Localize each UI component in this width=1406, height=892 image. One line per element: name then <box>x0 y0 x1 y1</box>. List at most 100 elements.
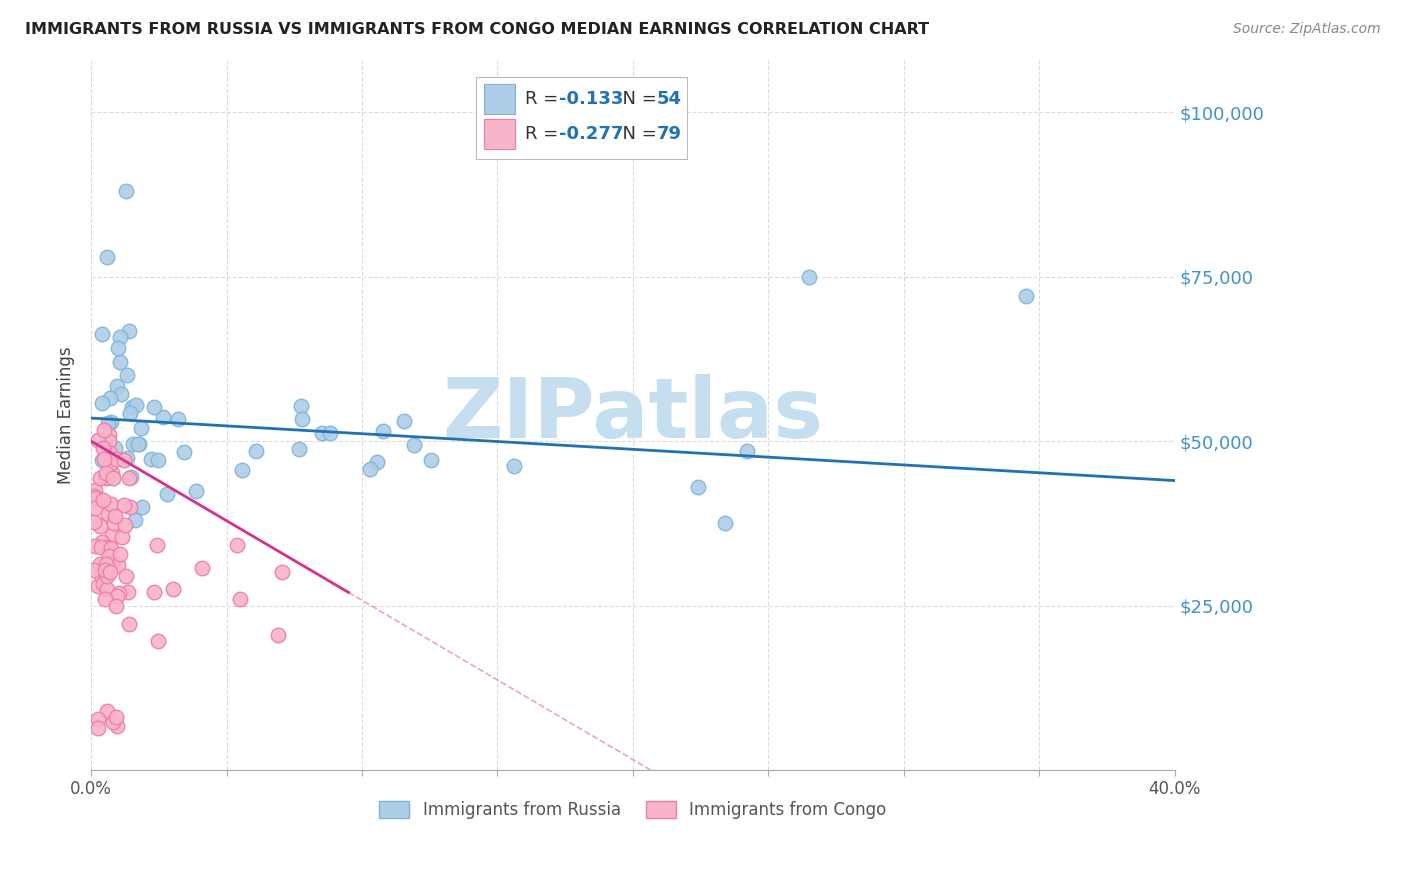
Text: IMMIGRANTS FROM RUSSIA VS IMMIGRANTS FROM CONGO MEDIAN EARNINGS CORRELATION CHAR: IMMIGRANTS FROM RUSSIA VS IMMIGRANTS FRO… <box>25 22 929 37</box>
Point <box>122 437 145 451</box>
Text: Source: ZipAtlas.com: Source: ZipAtlas.com <box>1233 22 1381 37</box>
Point <box>107 558 129 572</box>
Point <box>100 497 122 511</box>
Point <box>90 568 112 582</box>
Point <box>96 467 118 481</box>
Text: ZIPatlas: ZIPatlas <box>443 375 824 455</box>
Point <box>162 582 184 596</box>
Point <box>93 591 115 606</box>
Point <box>107 586 129 600</box>
Text: N =: N = <box>612 125 662 144</box>
Point <box>96 250 118 264</box>
Point <box>270 565 292 579</box>
Point <box>404 437 426 451</box>
Point <box>96 569 118 583</box>
Point <box>118 616 141 631</box>
Point <box>152 410 174 425</box>
Point <box>83 563 105 577</box>
Point <box>94 563 117 577</box>
Point <box>359 461 381 475</box>
Point <box>94 540 117 554</box>
Point <box>93 452 115 467</box>
Point <box>373 424 395 438</box>
Point <box>90 540 112 554</box>
Point <box>226 538 249 552</box>
Point <box>87 433 110 447</box>
Point <box>89 557 111 571</box>
Point <box>104 599 127 613</box>
Point <box>103 516 125 530</box>
Point <box>89 471 111 485</box>
Point <box>124 513 146 527</box>
Point <box>91 396 114 410</box>
Point <box>101 527 124 541</box>
Point <box>167 412 190 426</box>
Point <box>110 387 132 401</box>
Point <box>83 515 105 529</box>
Point <box>114 518 136 533</box>
Point <box>713 516 735 531</box>
Point <box>127 437 149 451</box>
Point <box>125 398 148 412</box>
Point <box>319 425 342 440</box>
Point <box>96 507 118 521</box>
Text: N =: N = <box>612 90 662 108</box>
Point <box>191 561 214 575</box>
Point <box>97 428 120 442</box>
Point <box>98 540 121 554</box>
Point <box>105 378 128 392</box>
Point <box>94 557 117 571</box>
Point <box>97 556 120 570</box>
Point <box>96 582 118 596</box>
Point <box>267 628 290 642</box>
Point <box>141 451 163 466</box>
Point <box>229 591 252 606</box>
Point <box>394 414 416 428</box>
Point <box>84 483 107 498</box>
Point <box>291 412 314 426</box>
Point <box>104 452 127 467</box>
Point <box>115 184 138 198</box>
Point <box>98 565 121 579</box>
FancyBboxPatch shape <box>475 78 688 159</box>
Bar <box>485 84 515 113</box>
Point <box>120 406 142 420</box>
Point <box>96 470 118 484</box>
Point <box>91 577 114 591</box>
Point <box>366 455 388 469</box>
Point <box>100 541 122 556</box>
Point <box>118 471 141 485</box>
Point <box>112 498 135 512</box>
Point <box>103 715 125 730</box>
Point <box>91 535 114 549</box>
Point <box>121 400 143 414</box>
Point <box>419 452 441 467</box>
Point <box>111 530 134 544</box>
Point <box>103 470 125 484</box>
Point <box>100 415 122 429</box>
Point <box>105 710 128 724</box>
Point <box>143 401 166 415</box>
Point <box>94 469 117 483</box>
Point <box>97 416 120 430</box>
Text: -0.277: -0.277 <box>560 125 624 144</box>
Point <box>797 269 820 284</box>
Point <box>502 459 524 474</box>
Point <box>87 579 110 593</box>
Point <box>117 585 139 599</box>
Point <box>173 445 195 459</box>
Point <box>156 487 179 501</box>
Point <box>83 539 105 553</box>
Point <box>101 555 124 569</box>
Point <box>1015 289 1038 303</box>
Point <box>98 457 121 471</box>
Point <box>105 719 128 733</box>
Point <box>101 467 124 481</box>
Point <box>93 493 115 508</box>
Point <box>128 437 150 451</box>
Point <box>245 444 267 458</box>
Point <box>83 489 105 503</box>
Point <box>112 453 135 467</box>
Point <box>120 500 142 515</box>
Point <box>148 633 170 648</box>
